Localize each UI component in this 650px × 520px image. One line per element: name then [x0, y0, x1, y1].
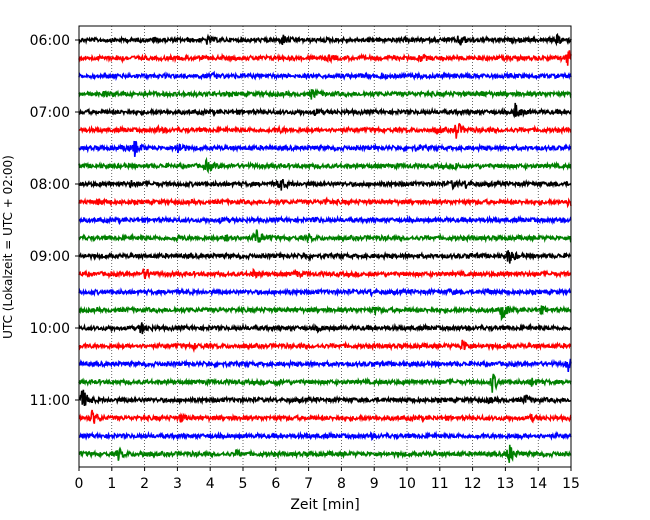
trace-0615 — [78, 50, 572, 66]
trace-1100 — [78, 389, 572, 407]
plot-frame — [78, 25, 572, 468]
x-ticks: 0 1 2 3 4 5 6 7 8 9 10 11 12 13 14 15 — [75, 467, 580, 492]
trace-1000 — [78, 322, 572, 335]
trace-1030 — [78, 358, 572, 372]
trace-0800 — [78, 178, 572, 191]
trace-0900 — [78, 250, 572, 264]
trace-0815 — [78, 196, 572, 209]
trace-0600 — [78, 32, 572, 47]
y-axis-label: UTC (Lokalzeit = UTC + 02:00) — [1, 155, 15, 339]
y-tick-label-1000: 10:00 — [30, 321, 70, 337]
x-tick-label-3: 3 — [173, 476, 182, 492]
x-tick-label-5: 5 — [239, 476, 248, 492]
x-tick-label-1: 1 — [107, 476, 116, 492]
trace-0830 — [78, 214, 572, 226]
trace-0700 — [78, 102, 572, 119]
x-tick-label-10: 10 — [398, 476, 416, 492]
trace-1115 — [78, 409, 572, 424]
x-tick-label-4: 4 — [206, 476, 215, 492]
x-axis-label: Zeit [min] — [290, 497, 359, 513]
trace-1145 — [78, 444, 572, 463]
x-tick-label-7: 7 — [304, 476, 313, 492]
trace-1130 — [78, 430, 572, 441]
x-tick-label-2: 2 — [140, 476, 149, 492]
x-tick-label-13: 13 — [496, 476, 514, 492]
y-tick-label-0900: 09:00 — [30, 249, 70, 265]
trace-0930 — [78, 286, 572, 298]
trace-0745 — [78, 156, 572, 175]
y-tick-label-0600: 06:00 — [30, 33, 70, 49]
trace-0645 — [78, 87, 572, 100]
trace-0715 — [78, 122, 572, 139]
trace-0630 — [78, 70, 572, 82]
y-ticks: 06:00 07:00 08:00 09:00 10:00 11:00 — [30, 33, 79, 409]
trace-0845 — [78, 229, 572, 244]
x-tick-label-15: 15 — [562, 476, 580, 492]
x-tick-label-9: 9 — [370, 476, 379, 492]
x-tick-label-11: 11 — [431, 476, 449, 492]
x-tick-label-14: 14 — [529, 476, 547, 492]
trace-1015 — [78, 339, 572, 354]
trace-1045 — [78, 373, 572, 393]
trace-0945 — [78, 304, 572, 322]
x-tick-label-12: 12 — [464, 476, 482, 492]
y-tick-label-1100: 11:00 — [30, 393, 70, 409]
y-tick-label-0700: 07:00 — [30, 105, 70, 121]
y-tick-label-0800: 08:00 — [30, 177, 70, 193]
trace-group — [78, 32, 572, 463]
x-tick-label-0: 0 — [75, 476, 84, 492]
x-tick-label-6: 6 — [271, 476, 280, 492]
x-tick-label-8: 8 — [337, 476, 346, 492]
trace-0915 — [78, 267, 572, 280]
trace-0730 — [78, 140, 572, 157]
